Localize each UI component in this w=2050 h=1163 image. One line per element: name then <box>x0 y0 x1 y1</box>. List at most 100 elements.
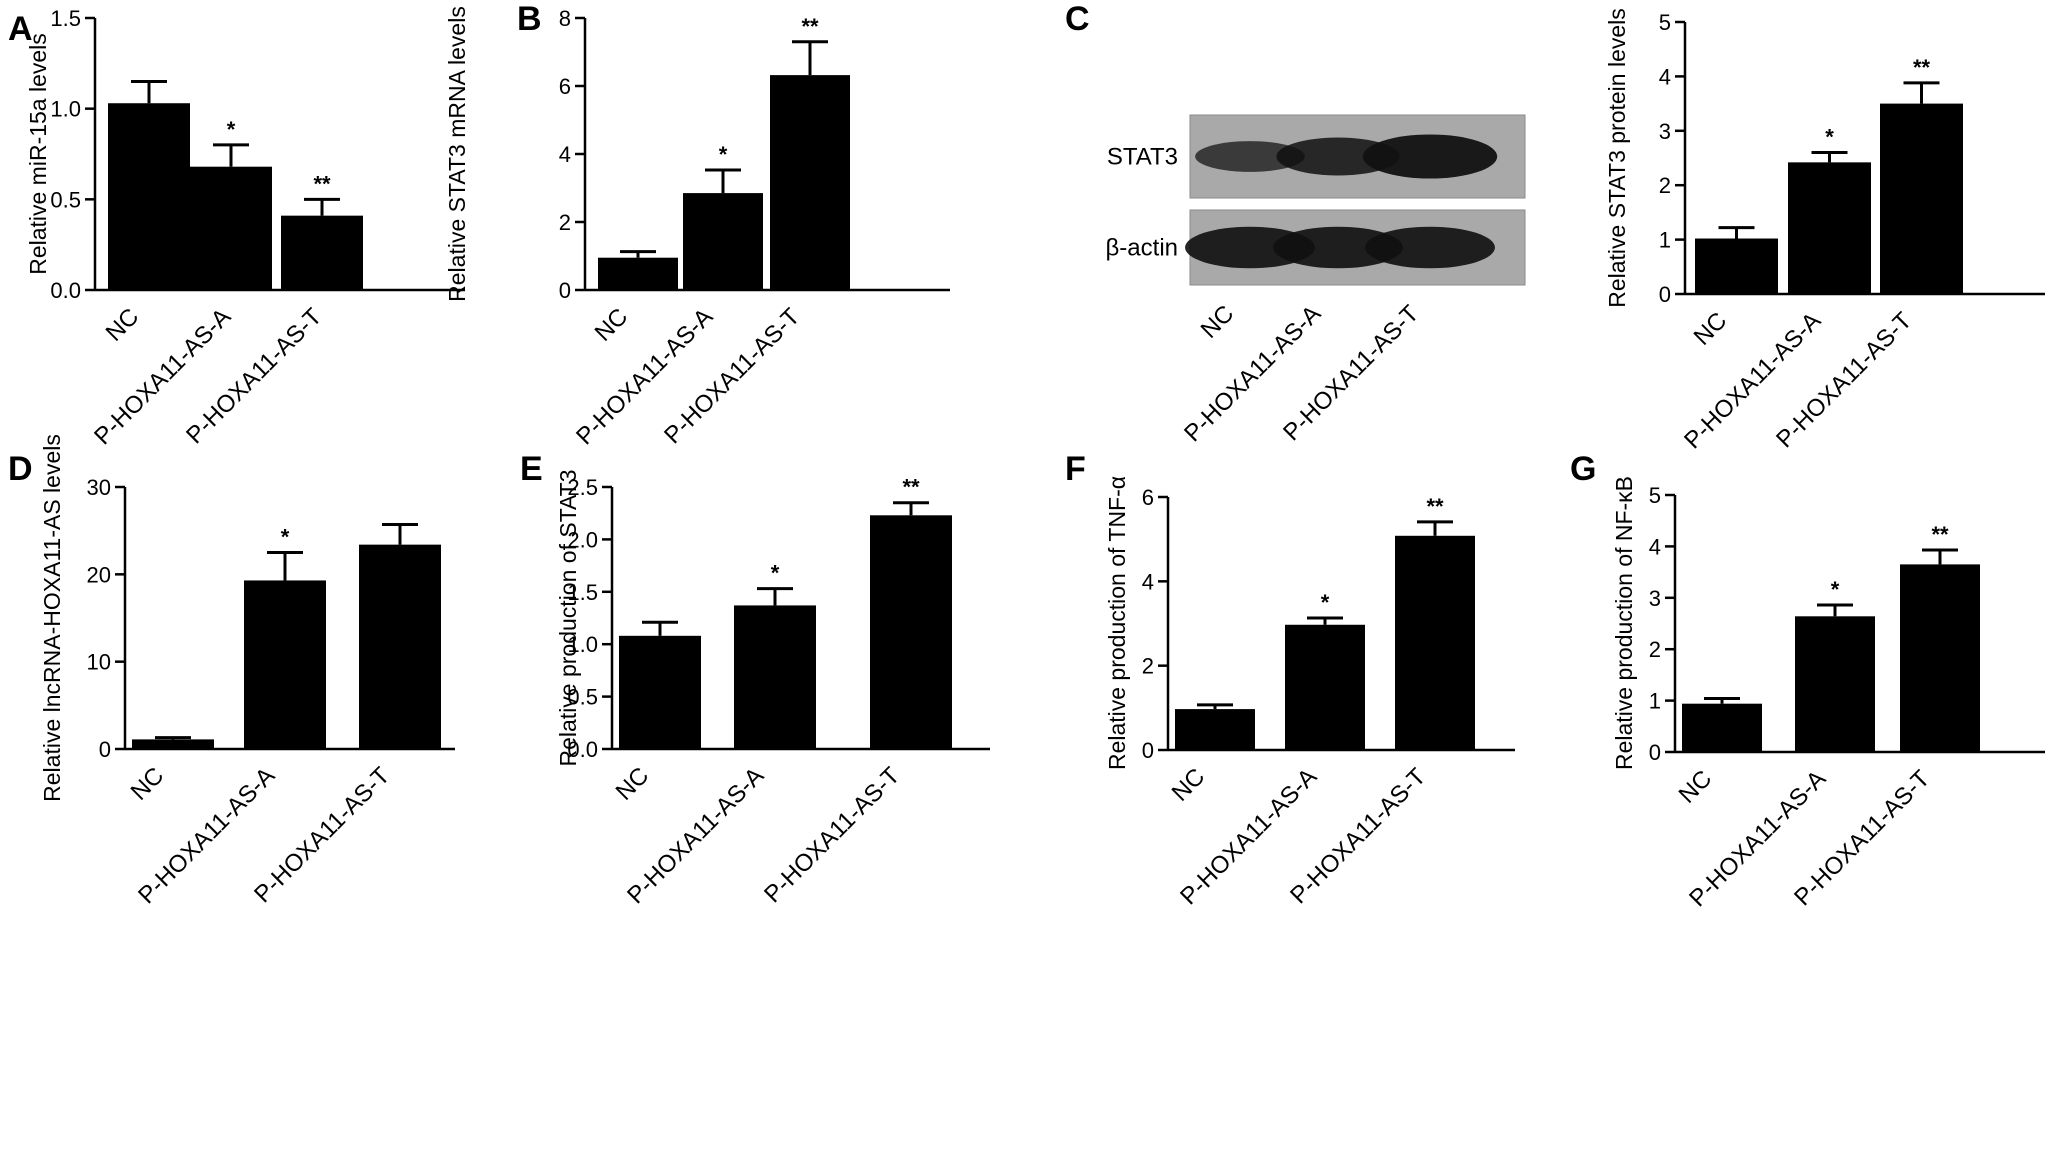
y-tick-label: 2 <box>1649 637 1661 662</box>
x-category-label: NC <box>101 303 145 347</box>
panel-letter: E <box>520 450 543 488</box>
bar-2 <box>281 215 363 290</box>
bar-1 <box>734 605 816 749</box>
y-tick-label: 1.5 <box>567 580 598 605</box>
y-tick-label: 5 <box>1649 483 1661 508</box>
y-tick-label: 0.5 <box>50 187 81 212</box>
y-tick-label: 1 <box>1659 228 1671 253</box>
x-category-label: NC <box>126 762 170 806</box>
bar-2 <box>359 544 441 749</box>
significance-label: ** <box>1913 55 1931 80</box>
significance-label: * <box>281 525 290 550</box>
significance-label: ** <box>313 171 331 196</box>
x-category-label: NC <box>1674 765 1718 809</box>
x-category-label: NC <box>590 303 634 347</box>
significance-label: * <box>1825 125 1834 150</box>
panel-letter: C <box>1065 0 1090 38</box>
blot-band <box>1273 226 1403 269</box>
panel-letter: B <box>517 0 542 38</box>
blot-row-label: β-actin <box>1106 235 1179 262</box>
y-axis-label: Relative STAT3 protein levels <box>1604 8 1630 308</box>
y-tick-label: 1.0 <box>567 632 598 657</box>
y-tick-label: 1 <box>1649 689 1661 714</box>
y-axis-label: Relative lncRNA-HOXA11-AS levels <box>39 434 65 802</box>
blot-band <box>1362 134 1498 179</box>
x-category-label: NC <box>1167 763 1211 807</box>
y-tick-label: 2 <box>1659 173 1671 198</box>
bar-0 <box>1175 709 1255 750</box>
y-tick-label: 2.5 <box>567 475 598 500</box>
y-tick-label: 1.0 <box>50 97 81 122</box>
y-tick-label: 0 <box>559 278 571 303</box>
bar-2 <box>1880 103 1963 294</box>
y-axis-label: Relative miR-15a levels <box>25 33 51 275</box>
bar-1 <box>244 580 326 749</box>
bar-0 <box>598 257 678 290</box>
y-tick-label: 30 <box>87 475 111 500</box>
significance-label: * <box>1321 590 1330 615</box>
bar-1 <box>1285 624 1365 750</box>
chart-panel-d: D 0 10 20 30 Relative lncRNA-HOXA11-AS levels… <box>8 434 455 909</box>
significance-label: ** <box>1931 522 1949 547</box>
y-tick-label: 0.0 <box>50 278 81 303</box>
blot-row-label: STAT3 <box>1107 144 1178 171</box>
y-tick-label: 4 <box>1659 64 1671 89</box>
blot-band <box>1276 137 1400 176</box>
bar-0 <box>132 739 214 749</box>
y-axis-label: Relative STAT3 mRNA levels <box>444 6 470 302</box>
blot-band <box>1195 141 1305 172</box>
blot-band <box>1365 226 1495 269</box>
y-tick-label: 3 <box>1659 119 1671 144</box>
significance-label: * <box>227 117 236 142</box>
y-tick-label: 20 <box>87 562 111 587</box>
x-category-label: NC <box>1689 307 1733 351</box>
bar-2 <box>770 75 850 291</box>
y-tick-label: 4 <box>559 142 571 167</box>
y-tick-label: 0 <box>1659 282 1671 307</box>
bar-0 <box>1695 238 1778 294</box>
significance-label: ** <box>1426 494 1444 519</box>
y-tick-label: 4 <box>1649 534 1661 559</box>
significance-label: * <box>771 561 780 586</box>
bar-1 <box>190 166 272 290</box>
y-tick-label: 0 <box>99 737 111 762</box>
y-tick-label: 2 <box>1142 654 1154 679</box>
y-tick-label: 2.0 <box>567 527 598 552</box>
y-tick-label: 0 <box>1649 740 1661 765</box>
bar-1 <box>1788 162 1871 294</box>
y-axis-label: Relative production of TNF-α <box>1104 476 1130 770</box>
bar-0 <box>619 635 701 749</box>
bar-0 <box>1682 703 1762 752</box>
y-tick-label: 3 <box>1649 586 1661 611</box>
significance-label: ** <box>902 475 920 500</box>
y-axis-label: Relative production of STAT3 <box>555 469 581 766</box>
y-tick-label: 8 <box>559 6 571 31</box>
bar-1 <box>683 193 763 290</box>
bar-2 <box>870 515 952 749</box>
significance-label: ** <box>801 14 819 39</box>
x-category-label: P-HOXA11-AS-T <box>759 762 905 908</box>
y-tick-label: 4 <box>1142 569 1154 594</box>
panel-letter: A <box>8 10 33 48</box>
panel-letter: G <box>1570 450 1596 488</box>
bar-1 <box>1795 616 1875 752</box>
y-tick-label: 1.5 <box>50 6 81 31</box>
panel-letter: F <box>1065 450 1086 488</box>
y-tick-label: 10 <box>87 650 111 675</box>
y-tick-label: 6 <box>1142 485 1154 510</box>
y-tick-label: 0.0 <box>567 737 598 762</box>
y-tick-label: 2 <box>559 210 571 235</box>
y-tick-label: 6 <box>559 74 571 99</box>
bar-2 <box>1900 564 1980 752</box>
y-tick-label: 0 <box>1142 738 1154 763</box>
y-tick-label: 0.5 <box>567 685 598 710</box>
significance-label: * <box>1831 577 1840 602</box>
panel-letter: D <box>8 450 33 488</box>
